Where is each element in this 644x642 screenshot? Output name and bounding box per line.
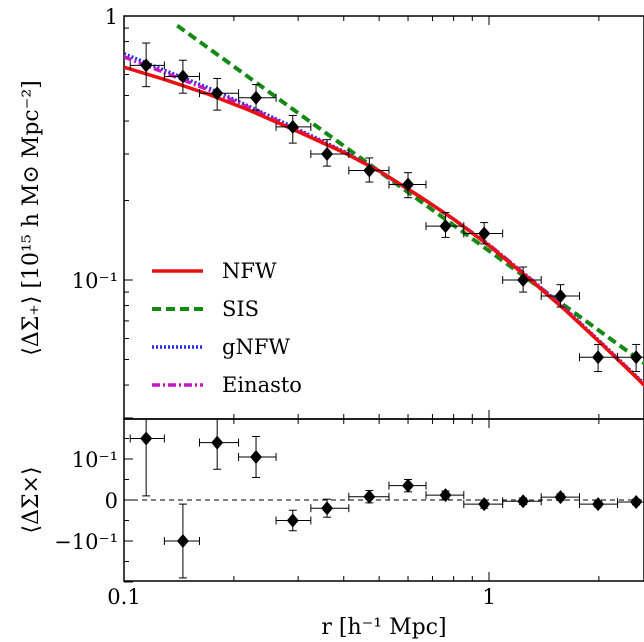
diamond-marker	[554, 490, 567, 505]
data-point	[238, 84, 277, 111]
diamond-marker	[286, 513, 299, 528]
diamond-marker	[554, 288, 567, 303]
diamond-marker	[478, 497, 491, 512]
diamond-marker	[517, 273, 530, 287]
data-point	[617, 495, 644, 510]
legend: NFW SIS gNFW Einasto	[152, 259, 302, 397]
diamond-marker	[630, 350, 643, 365]
data-point	[388, 172, 427, 199]
data-point	[198, 77, 240, 111]
diamond-marker	[140, 58, 153, 73]
y-tick-label: 10⁻¹	[72, 448, 118, 472]
data-point	[310, 139, 350, 167]
diamond-marker	[286, 119, 299, 134]
curve-sis	[176, 23, 644, 366]
data-point	[348, 489, 390, 504]
bottom-tick-labels: 10⁻¹ 0 −10⁻¹	[54, 448, 118, 554]
data-point	[617, 343, 644, 373]
data-point	[198, 419, 240, 470]
diamond-marker	[517, 494, 530, 509]
top-plot-frame	[123, 15, 644, 420]
diamond-marker	[321, 501, 334, 516]
diamond-marker	[211, 86, 224, 101]
diamond-marker	[363, 163, 376, 178]
y-tick-label: −10⁻¹	[54, 530, 118, 554]
data-point	[238, 435, 277, 478]
diamond-marker	[176, 534, 189, 548]
data-point	[463, 222, 504, 245]
data-point	[163, 59, 200, 94]
cross-shear-data-points	[129, 419, 644, 579]
x-axis-label: r [h⁻¹ Mpc]	[321, 615, 446, 640]
diamond-marker	[478, 226, 491, 241]
shear-data-points	[129, 42, 644, 373]
legend-label-gnfw: gNFW	[222, 335, 290, 359]
diamond-marker	[630, 495, 643, 510]
data-point	[540, 490, 581, 505]
data-point	[129, 42, 165, 88]
diamond-marker	[250, 90, 263, 105]
data-point	[502, 266, 542, 293]
x-tick-label: 0.1	[107, 585, 140, 609]
y-tick-label: 0	[105, 489, 118, 513]
bottom-panel: 10⁻¹0−10⁻¹ ⟨ΔΣ×⟩ 0.1 1 r [h⁻¹ Mpc]	[19, 417, 644, 640]
bottom-y-axis-label: ⟨ΔΣ×⟩	[19, 466, 44, 533]
legend-label-nfw: NFW	[222, 259, 277, 283]
top-y-axis-label: ⟨ΔΣ₊⟩ [10¹⁵ h M⊙ Mpc⁻²]	[19, 80, 44, 355]
diamond-marker	[592, 497, 605, 512]
data-point	[348, 157, 390, 183]
data-point	[425, 212, 465, 238]
data-point	[463, 497, 504, 512]
diamond-marker	[140, 431, 153, 446]
diamond-marker	[592, 350, 605, 365]
data-point	[425, 488, 465, 503]
data-point	[129, 419, 165, 497]
y-tick-label: 1	[105, 5, 118, 29]
data-point	[502, 494, 542, 509]
x-tick-labels: 0.1 1	[107, 585, 495, 609]
diamond-marker	[250, 449, 263, 464]
legend-label-sis: SIS	[222, 297, 259, 321]
data-point	[275, 509, 312, 532]
top-axis-ticks	[123, 15, 600, 419]
diamond-marker	[439, 488, 452, 503]
diamond-marker	[402, 177, 415, 192]
x-tick-label: 1	[482, 585, 495, 609]
y-tick-label: 10⁻¹	[72, 269, 118, 293]
diamond-marker	[176, 69, 189, 84]
diamond-marker	[363, 489, 376, 504]
data-point	[579, 343, 619, 373]
data-point	[163, 503, 200, 579]
data-point	[540, 284, 581, 308]
data-point	[579, 497, 619, 512]
data-point	[388, 478, 427, 493]
diamond-marker	[402, 478, 415, 493]
diamond-marker	[439, 219, 452, 234]
legend-label-einasto: Einasto	[222, 373, 302, 397]
top-panel: 1 10⁻¹ ⟨ΔΣ₊⟩ [10¹⁵ h M⊙ Mpc⁻²] NFW SIS gNFW…	[19, 5, 644, 420]
diamond-marker	[321, 147, 334, 162]
diamond-marker	[211, 435, 224, 450]
data-point	[310, 498, 350, 518]
top-tick-labels: 1 10⁻¹	[72, 5, 118, 293]
data-point	[275, 114, 312, 144]
